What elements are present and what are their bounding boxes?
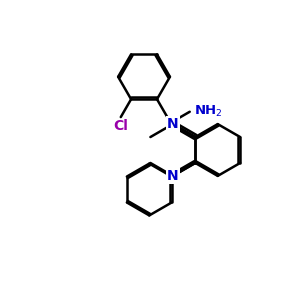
Text: N: N [167, 117, 179, 131]
Text: N: N [167, 169, 179, 183]
Text: NH$_2$: NH$_2$ [194, 104, 223, 119]
Text: Cl: Cl [113, 118, 128, 133]
